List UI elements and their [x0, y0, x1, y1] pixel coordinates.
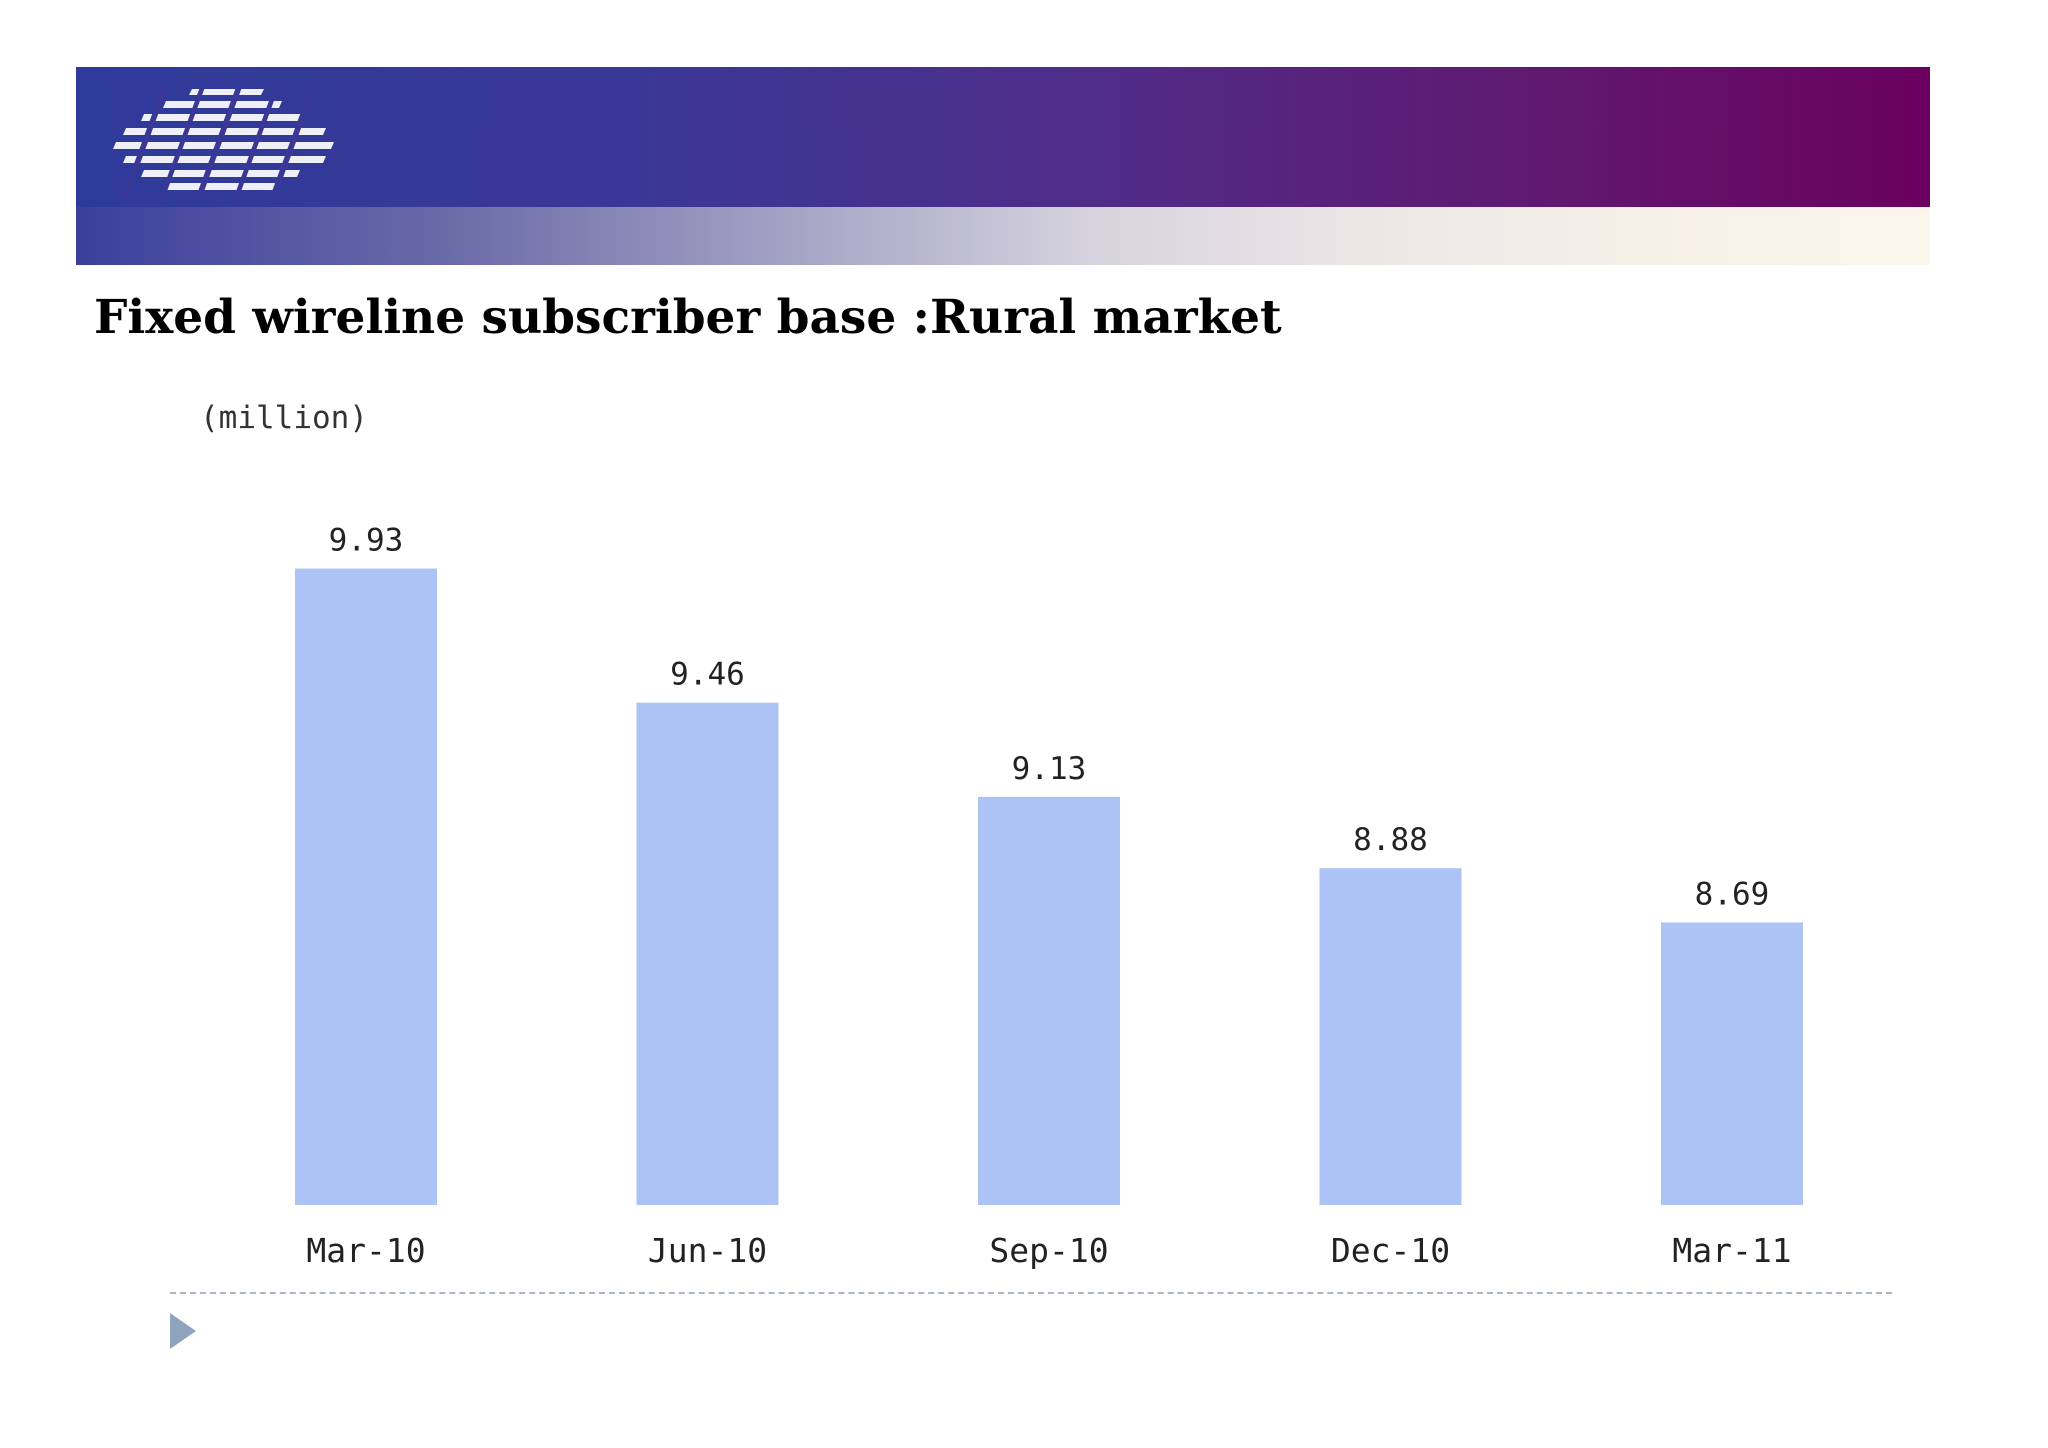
bars-layer	[295, 568, 1803, 1205]
x-tick-label: Jun-10	[648, 1231, 767, 1270]
bar-value-label: 9.93	[329, 523, 404, 559]
bar-mar-11	[1661, 922, 1803, 1205]
bar-sep-10	[978, 796, 1120, 1205]
bar-value-label: 8.69	[1695, 876, 1770, 912]
header-gradient-bottom	[76, 207, 1930, 265]
x-tick-label: Mar-11	[1672, 1231, 1791, 1270]
x-tick-label: Dec-10	[1331, 1231, 1450, 1270]
x-tick-label: Sep-10	[989, 1231, 1108, 1270]
header-band	[76, 67, 1930, 265]
bar-jun-10	[636, 702, 779, 1205]
bar-value-label: 8.88	[1353, 822, 1428, 858]
slide-title: Fixed wireline subscriber base :Rural ma…	[94, 290, 1282, 345]
bar-mar-10	[295, 568, 437, 1205]
bar-value-label: 9.46	[670, 657, 745, 693]
divider-line	[170, 1292, 1892, 1294]
header-gradient-top	[76, 67, 1930, 207]
bullet-arrow-icon	[170, 1313, 196, 1349]
labels-layer: 9.93 Mar-10 9.46 Jun-10 9.13 Sep-10 8.88 Dec-10…	[306, 523, 1791, 1270]
bar-value-label: 9.13	[1012, 751, 1087, 787]
bar-dec-10	[1319, 868, 1462, 1205]
x-tick-label: Mar-10	[306, 1231, 425, 1270]
unit-label: (million)	[200, 400, 368, 436]
striped-logo-icon	[113, 87, 334, 197]
